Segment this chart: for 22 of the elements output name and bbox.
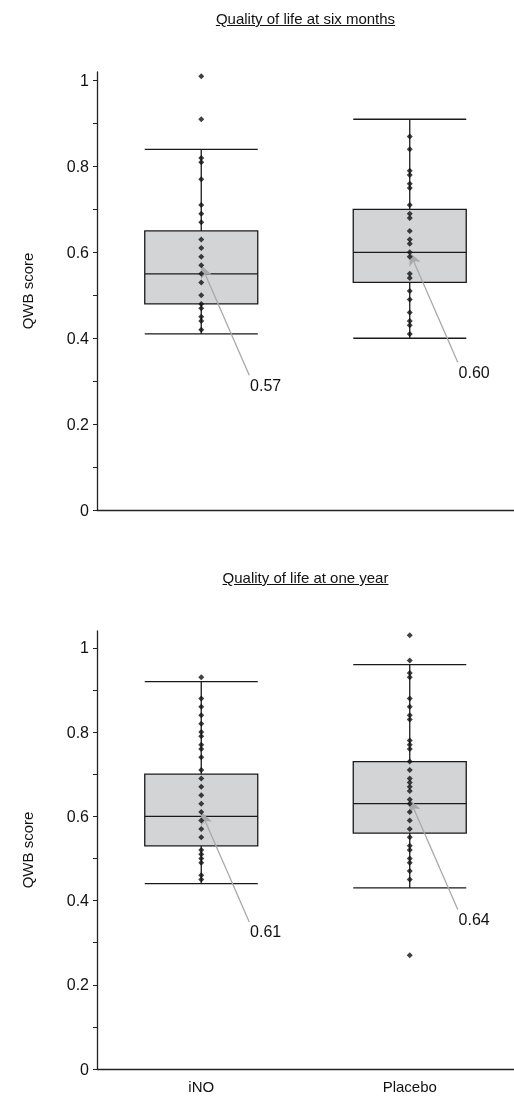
- y-tick-label: 0: [80, 501, 90, 519]
- y-tick-label: 1: [80, 639, 90, 657]
- annotation: 0.61: [250, 923, 282, 941]
- chart-title: Quality of life at six months: [214, 10, 397, 27]
- y-tick-label: 1: [80, 72, 90, 90]
- y-tick-label: 0.8: [66, 723, 90, 741]
- x-tick-label: iNO: [188, 1078, 215, 1095]
- y-axis-title: QWB score: [19, 811, 36, 889]
- y-tick-label: 0.6: [66, 243, 90, 261]
- y-tick-label: 0.2: [66, 415, 90, 433]
- y-axis-title: QWB score: [19, 252, 36, 330]
- annotation: 0.64: [458, 910, 490, 928]
- y-tick-label: 0.8: [66, 157, 90, 175]
- x-tick-label: Placebo: [382, 1078, 437, 1095]
- chart-title: Quality of life at one year: [221, 569, 390, 586]
- y-tick-label: 0.6: [66, 807, 90, 825]
- y-tick-label: 0: [80, 1060, 90, 1078]
- y-tick-label: 0.4: [66, 329, 90, 347]
- annotation: 0.57: [250, 376, 282, 394]
- y-tick-label: 0.4: [66, 892, 90, 910]
- y-tick-label: 0.2: [66, 976, 90, 994]
- annotation: 0.60: [458, 363, 490, 381]
